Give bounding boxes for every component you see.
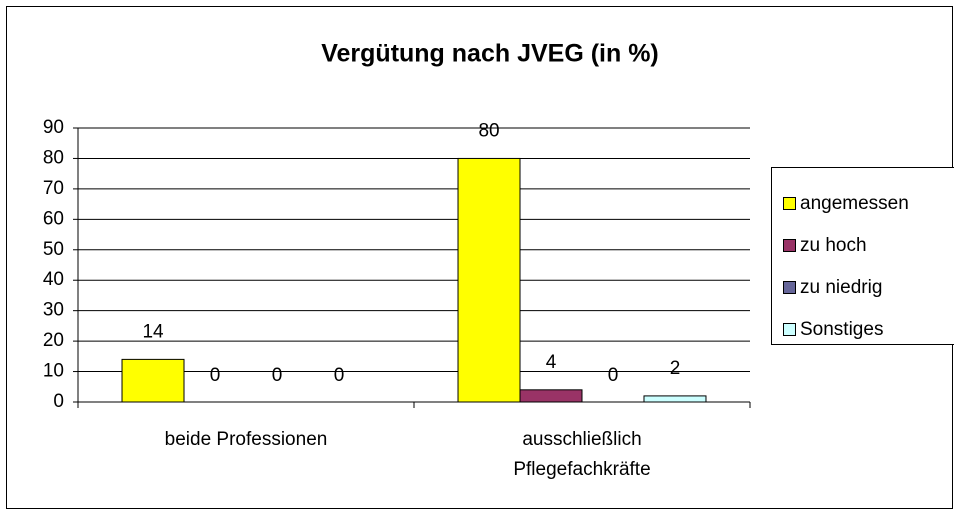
chart-title: Vergütung nach JVEG (in %)	[321, 40, 659, 68]
legend-label: zu hoch	[800, 235, 867, 256]
x-tick-label: ausschließlich Pflegefachkräfte	[513, 429, 651, 480]
y-tick-label: 90	[43, 117, 64, 138]
legend-swatch	[783, 281, 796, 294]
x-tick-label: beide Professionen	[164, 429, 328, 450]
legend-label: angemessen	[800, 193, 909, 214]
data-label: 14	[142, 321, 164, 342]
data-label: 4	[546, 352, 557, 373]
data-label: 0	[210, 365, 221, 386]
data-label: 2	[670, 358, 681, 379]
y-tick-label: 70	[43, 178, 64, 199]
bar	[457, 157, 521, 403]
legend-swatch	[783, 239, 796, 252]
y-tick-label: 10	[43, 361, 64, 382]
y-tick-label: 40	[43, 269, 64, 290]
y-tick-label: 30	[43, 300, 64, 321]
legend-swatch	[783, 197, 796, 210]
data-label: 0	[608, 365, 619, 386]
y-tick-label: 50	[43, 239, 64, 260]
bar	[643, 395, 707, 403]
y-tick-label: 80	[43, 147, 64, 168]
bar	[121, 358, 185, 403]
bar	[519, 389, 583, 403]
legend-label: zu niedrig	[800, 277, 882, 298]
legend-box	[771, 167, 954, 345]
y-tick-label: 20	[43, 330, 64, 351]
legend-label: Sonstiges	[800, 319, 883, 340]
data-label: 0	[272, 365, 283, 386]
data-label: 0	[334, 365, 345, 386]
y-tick-label: 60	[43, 208, 64, 229]
legend-swatch	[783, 323, 796, 336]
data-label: 80	[478, 120, 499, 141]
y-tick-label: 0	[53, 391, 64, 412]
